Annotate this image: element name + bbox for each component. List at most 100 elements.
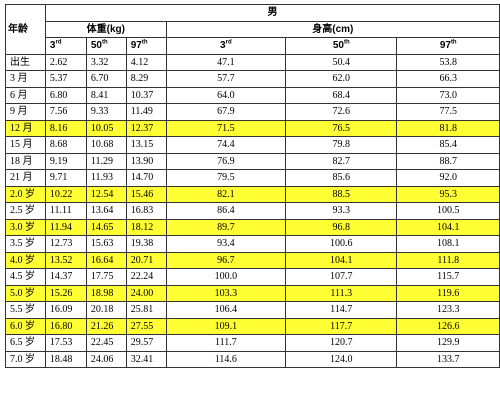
value-cell-h3: 71.5	[165, 119, 287, 137]
value-cell-w50: 16.64	[85, 251, 127, 269]
age-cell: 7.0 岁	[5, 350, 46, 368]
value-cell-h97: 129.9	[396, 334, 500, 352]
value-cell-h50: 88.5	[285, 185, 398, 203]
value-cell-w97: 19.38	[125, 235, 167, 253]
age-cell: 5.0 岁	[5, 284, 46, 302]
value-cell-w97: 20.71	[125, 251, 167, 269]
value-cell-w3: 11.94	[44, 218, 87, 236]
age-cell: 4.5 岁	[5, 268, 46, 286]
value-cell-w97: 14.70	[125, 169, 167, 187]
value-cell-w50: 15.63	[85, 235, 127, 253]
value-cell-h97: 104.1	[396, 218, 500, 236]
value-cell-h97: 81.8	[396, 119, 500, 137]
age-cell: 6.5 岁	[5, 334, 46, 352]
value-cell-h97: 73.0	[396, 86, 500, 104]
value-cell-h50: 111.3	[285, 284, 398, 302]
value-cell-h97: 115.7	[396, 268, 500, 286]
table-row: 出生 2.62 3.32 4.12 47.1 50.4 53.8	[5, 53, 500, 71]
table-row: 21 月 9.71 11.93 14.70 79.5 85.6 92.0	[5, 169, 500, 187]
value-cell-w50: 6.70	[85, 70, 127, 88]
age-column-header: 年龄	[5, 4, 46, 55]
value-cell-w50: 8.41	[85, 86, 127, 104]
table-row: 4.5 岁 14.37 17.75 22.24 100.0 107.7 115.7	[5, 268, 500, 286]
value-cell-h50: 68.4	[285, 86, 398, 104]
value-cell-h97: 92.0	[396, 169, 500, 187]
value-cell-w50: 10.68	[85, 136, 127, 154]
value-cell-h50: 120.7	[285, 334, 398, 352]
value-cell-w50: 14.65	[85, 218, 127, 236]
value-cell-h3: 111.7	[165, 334, 287, 352]
age-cell: 3 月	[5, 70, 46, 88]
value-cell-h97: 88.7	[396, 152, 500, 170]
height-p3-header: 3rd	[165, 37, 287, 55]
value-cell-h50: 79.8	[285, 136, 398, 154]
value-cell-w3: 18.48	[44, 350, 87, 368]
value-cell-w97: 27.55	[125, 317, 167, 335]
value-cell-w50: 10.05	[85, 119, 127, 137]
value-cell-h50: 107.7	[285, 268, 398, 286]
value-cell-h3: 86.4	[165, 202, 287, 220]
gender-header: 男	[44, 4, 500, 22]
value-cell-h3: 103.3	[165, 284, 287, 302]
value-cell-w97: 24.00	[125, 284, 167, 302]
age-cell: 2.5 岁	[5, 202, 46, 220]
value-cell-w3: 17.53	[44, 334, 87, 352]
value-cell-h3: 74.4	[165, 136, 287, 154]
value-cell-h97: 53.8	[396, 53, 500, 71]
value-cell-w97: 11.49	[125, 103, 167, 121]
value-cell-h3: 76.9	[165, 152, 287, 170]
value-cell-w3: 10.22	[44, 185, 87, 203]
value-cell-w3: 16.09	[44, 301, 87, 319]
table-row: 4.0 岁 13.52 16.64 20.71 96.7 104.1 111.8	[5, 251, 500, 269]
value-cell-w97: 4.12	[125, 53, 167, 71]
table-row: 5.0 岁 15.26 18.98 24.00 103.3 111.3 119.6	[5, 284, 500, 302]
table-row: 6 月 6.80 8.41 10.37 64.0 68.4 73.0	[5, 86, 500, 104]
value-cell-h3: 64.0	[165, 86, 287, 104]
value-cell-h50: 117.7	[285, 317, 398, 335]
value-cell-w3: 15.26	[44, 284, 87, 302]
value-cell-w50: 11.29	[85, 152, 127, 170]
value-cell-w50: 12.54	[85, 185, 127, 203]
table-row: 6.0 岁 16.80 21.26 27.55 109.1 117.7 126.6	[5, 317, 500, 335]
table-row: 18 月 9.19 11.29 13.90 76.9 82.7 88.7	[5, 152, 500, 170]
value-cell-w97: 13.90	[125, 152, 167, 170]
age-cell: 12 月	[5, 119, 46, 137]
table-row: 5.5 岁 16.09 20.18 25.81 106.4 114.7 123.3	[5, 301, 500, 319]
value-cell-h50: 82.7	[285, 152, 398, 170]
value-cell-w97: 10.37	[125, 86, 167, 104]
table-row: 15 月 8.68 10.68 13.15 74.4 79.8 85.4	[5, 136, 500, 154]
table-body: 出生 2.62 3.32 4.12 47.1 50.4 53.8 3 月 5.37 6.70 8.2…	[5, 53, 500, 368]
value-cell-w50: 21.26	[85, 317, 127, 335]
value-cell-w50: 18.98	[85, 284, 127, 302]
age-cell: 9 月	[5, 103, 46, 121]
value-cell-w3: 7.56	[44, 103, 87, 121]
value-cell-w97: 12.37	[125, 119, 167, 137]
value-cell-w3: 12.73	[44, 235, 87, 253]
value-cell-w50: 22.45	[85, 334, 127, 352]
value-cell-h97: 126.6	[396, 317, 500, 335]
value-cell-h50: 76.5	[285, 119, 398, 137]
age-cell: 4.0 岁	[5, 251, 46, 269]
value-cell-w50: 9.33	[85, 103, 127, 121]
height-group-header: 身高(cm)	[165, 20, 500, 38]
value-cell-h97: 119.6	[396, 284, 500, 302]
age-cell: 21 月	[5, 169, 46, 187]
value-cell-h50: 96.8	[285, 218, 398, 236]
value-cell-h97: 123.3	[396, 301, 500, 319]
table-row: 9 月 7.56 9.33 11.49 67.9 72.6 77.5	[5, 103, 500, 121]
table-row: 2.5 岁 11.11 13.64 16.83 86.4 93.3 100.5	[5, 202, 500, 220]
value-cell-w3: 13.52	[44, 251, 87, 269]
value-cell-w3: 14.37	[44, 268, 87, 286]
value-cell-h97: 85.4	[396, 136, 500, 154]
value-cell-h3: 96.7	[165, 251, 287, 269]
value-cell-h50: 104.1	[285, 251, 398, 269]
value-cell-w50: 20.18	[85, 301, 127, 319]
value-cell-h97: 108.1	[396, 235, 500, 253]
growth-standard-table: 年龄 男 体重(kg) 身高(cm) 3rd 50th 97th 3rd 50t…	[5, 4, 500, 368]
value-cell-h97: 111.8	[396, 251, 500, 269]
table-row: 3 月 5.37 6.70 8.29 57.7 62.0 66.3	[5, 70, 500, 88]
age-cell: 2.0 岁	[5, 185, 46, 203]
value-cell-w3: 8.68	[44, 136, 87, 154]
table-row: 3.0 岁 11.94 14.65 18.12 89.7 96.8 104.1	[5, 218, 500, 236]
height-p97-header: 97th	[396, 37, 500, 55]
